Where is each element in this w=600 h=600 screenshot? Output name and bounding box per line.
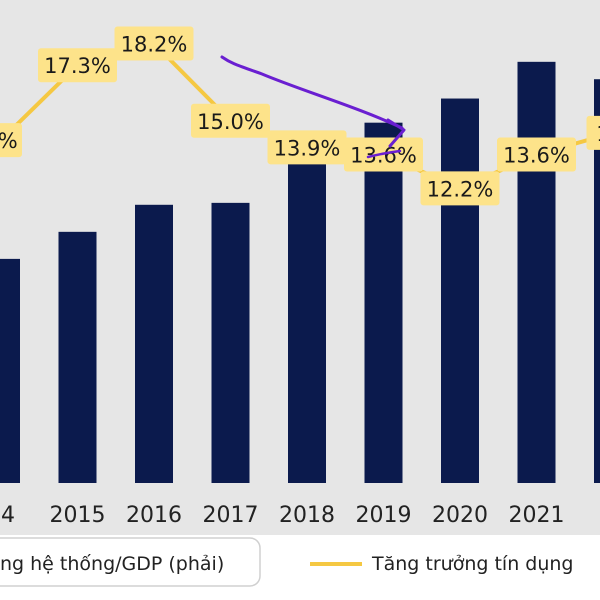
- x-axis-tick-labels: 14201520162017201820192020202120: [0, 503, 600, 528]
- data-label-box-2014: [0, 123, 22, 158]
- data-label-box-2017: [191, 103, 270, 138]
- data-label-2018: 13.9%: [274, 136, 341, 160]
- data-label-2022: 14.: [596, 122, 600, 146]
- bars-layer: [0, 61, 600, 484]
- bar-2015: [58, 231, 97, 483]
- data-label-2021: 13.6%: [503, 144, 570, 168]
- legend-label-bars: ng hệ thống/GDP (phải): [0, 553, 224, 575]
- x-tick-2014: 14: [0, 503, 15, 528]
- data-label-2015: 17.3%: [44, 54, 111, 78]
- data-label-2017: 15.0%: [197, 110, 264, 134]
- bar-2020: [441, 98, 479, 484]
- x-tick-2019: 2019: [356, 503, 412, 528]
- data-label-2019: 13.6%: [350, 144, 417, 168]
- arrow-shaft: [220, 55, 404, 130]
- data-label-box-2015: [38, 48, 117, 83]
- x-tick-2021: 2021: [509, 503, 565, 528]
- data-label-2014: 2%: [0, 129, 18, 153]
- data-label-2016: 18.2%: [121, 32, 188, 56]
- legend: ng hệ thống/GDP (phải) Tăng trưởng tín d…: [0, 537, 573, 587]
- arrow-underline: [366, 149, 402, 159]
- bar-2019: [364, 122, 403, 483]
- arrow-annotation: [220, 55, 406, 159]
- data-label-box-2016: [114, 26, 194, 61]
- x-tick-2015: 2015: [50, 503, 106, 528]
- bar-2022: [594, 79, 600, 483]
- x-tick-2018: 2018: [279, 503, 335, 528]
- data-label-box-2021: [497, 137, 576, 172]
- data-label-box-2018: [267, 130, 347, 165]
- arrow-head: [386, 118, 406, 148]
- data-label-2020: 12.2%: [427, 177, 494, 201]
- x-tick-2017: 2017: [203, 503, 259, 528]
- bar-2021: [517, 61, 556, 483]
- legend-box-bars: [0, 537, 261, 587]
- legend-label-line: Tăng trưởng tín dụng: [371, 553, 573, 575]
- data-label-box-2022: [586, 115, 600, 150]
- x-tick-2016: 2016: [126, 503, 182, 528]
- bar-2014: [0, 258, 20, 483]
- data-labels-layer: 2% 17.3% 18.2% 15.0% 13.9% 13.6% 12.2% 13.6% 14.: [0, 26, 600, 206]
- bar-2016: [135, 204, 173, 484]
- x-tick-2020: 2020: [432, 503, 488, 528]
- bar-2018: [288, 146, 326, 483]
- data-label-box-2020: [420, 171, 500, 206]
- bar-2017: [211, 202, 250, 484]
